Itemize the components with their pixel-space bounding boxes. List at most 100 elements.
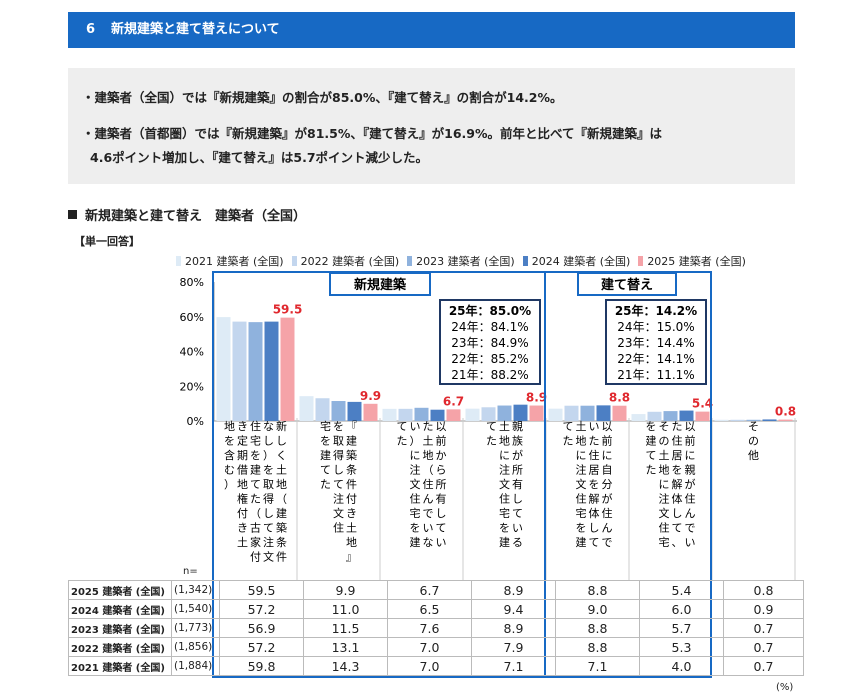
category-label-char: 住 <box>499 492 510 506</box>
bar-4-0 <box>548 408 563 421</box>
bar-1-3 <box>347 401 362 421</box>
category-label-char: 付 <box>346 493 357 506</box>
category-label-char: 文 <box>333 506 344 520</box>
category-label-char: し <box>263 507 274 520</box>
category-label-line: き定期借地権付き土 <box>237 420 248 549</box>
table-cell: 0.8 <box>723 580 804 600</box>
category-label-char: 築 <box>346 448 357 462</box>
bar-4-2 <box>580 405 595 421</box>
category-label-char: た <box>589 435 600 448</box>
category-label-char: ） <box>224 478 235 491</box>
category-label-char: を <box>250 449 261 462</box>
table-cell: 8.9 <box>471 580 556 600</box>
category-label-char: 体 <box>672 492 683 506</box>
category-label-char: し <box>333 464 344 477</box>
category-label-char: し <box>512 493 523 506</box>
category-label-line: てた <box>486 420 497 448</box>
category-label-char: に <box>410 449 421 462</box>
table-cell: 59.8 <box>219 656 304 676</box>
data-table: 2025 建築者 (全国) (1,342) 59.5 9.9 6.7 8.9 8.8 5.4 0… <box>68 580 804 676</box>
category-label-char: 付 <box>250 551 261 564</box>
category-label-char: 解 <box>672 477 683 491</box>
category-label-char: 件 <box>346 478 357 491</box>
table-row: 2022 建築者 (全国) (1,856) 57.2 13.1 7.0 7.9 8.8 5.3… <box>68 637 804 657</box>
chart-section-title: 新規建築と建て替え 建築者（全国） <box>68 205 306 224</box>
legend-item: 2022 建築者 (全国) <box>291 255 400 268</box>
category-label-char: た <box>563 435 574 448</box>
category-label-char: ん <box>685 507 696 520</box>
row-label: 2021 建築者 (全国) <box>68 656 172 676</box>
chart-title: 新規建築と建て替え 建築者（全国） <box>85 209 307 224</box>
category-label-char: 得 <box>263 493 274 506</box>
data-label-highlight: 9.9 <box>360 389 381 403</box>
legend-item: 2023 建築者 (全国) <box>407 255 515 268</box>
category-label-char: か <box>436 449 447 462</box>
category-label-char: む <box>224 464 235 477</box>
table-row: 2023 建築者 (全国) (1,773) 56.9 11.5 7.6 8.9 8.8 5.7… <box>68 618 804 638</box>
category-label-char: 文 <box>499 477 510 491</box>
category-label-char: て <box>486 420 497 433</box>
category-label-char: て <box>563 420 574 433</box>
category-label-char: で <box>602 536 613 549</box>
group-stat-line: 21年：11.1% <box>617 368 694 382</box>
table-cell: 8.9 <box>471 618 556 638</box>
category-label-char: て <box>672 522 683 535</box>
category-label-char: ら <box>436 464 447 477</box>
category-label-char: 注 <box>410 463 421 477</box>
group-stat-line: 21年：88.2% <box>451 368 528 382</box>
bar-2-4 <box>446 409 461 421</box>
summary-line-1: ・建築者（全国）では『新規建築』の割合が85.0%、『建て替え』の割合が14.2… <box>82 90 563 105</box>
table-cell: 6.5 <box>387 599 472 619</box>
legend-label: 2022 建築者 (全国) <box>300 255 400 268</box>
bar-0-0 <box>216 317 231 421</box>
table-cell: 7.1 <box>471 656 556 676</box>
category-label-char: に <box>685 449 696 462</box>
table-cell: 8.8 <box>555 618 640 638</box>
legend-swatch <box>638 256 644 266</box>
category-label-char: に <box>659 478 670 491</box>
category-label-line: 土地に注文住宅を建 <box>576 420 587 549</box>
category-label-char: し <box>589 522 600 535</box>
category-label-char: に <box>499 449 510 462</box>
category-label-char: た <box>423 420 434 433</box>
category-label-char: 地 <box>224 420 235 433</box>
legend-swatch <box>522 256 528 266</box>
category-label-char: 建 <box>499 535 510 549</box>
category-label-char: 築 <box>276 521 287 535</box>
category-label-char: （ <box>250 507 261 520</box>
category-label-char: 取 <box>333 435 344 448</box>
category-label-char: く <box>276 449 287 462</box>
summary-line-2: ・建築者（首都圏）では『新規建築』が81.5%、『建て替え』が16.9%。前年と… <box>82 126 662 141</box>
category-label-char: を <box>499 522 510 535</box>
category-label-char: そ <box>748 420 759 433</box>
category-label-char: 宅 <box>499 506 510 520</box>
table-cell: 7.0 <box>387 637 472 657</box>
category-label-char: 有 <box>436 492 447 506</box>
bar-1-2 <box>331 401 346 421</box>
category-label-char: 解 <box>589 492 600 506</box>
category-label-line: 親族が所有している <box>512 420 523 549</box>
table-cell: 11.5 <box>303 618 388 638</box>
category-label-char: 注 <box>333 492 344 506</box>
category-label-char: 文 <box>576 477 587 491</box>
category-label-char: 土 <box>576 420 587 433</box>
table-cell: 0.7 <box>723 637 804 657</box>
category-label-char: て <box>250 478 261 491</box>
category-label-char: 建 <box>646 434 657 448</box>
category-label-char: 定 <box>237 434 248 448</box>
category-label-char: い <box>410 420 421 433</box>
category-label-line: なし）を取得して注文 <box>263 420 274 564</box>
category-label-char: 住 <box>333 521 344 535</box>
category-label-char: し <box>276 435 287 448</box>
category-label-char: 住 <box>672 434 683 448</box>
category-label-char: が <box>512 448 523 462</box>
table-cell: 5.3 <box>639 637 724 657</box>
category-label-char: 『 <box>346 420 357 433</box>
category-label-char: 居 <box>589 464 600 477</box>
category-label-char: た <box>397 435 408 448</box>
category-label-char: （ <box>276 493 287 506</box>
data-label-highlight: 59.5 <box>273 303 303 317</box>
category-label-char: ん <box>602 522 613 535</box>
category-label-line: 宅を建てた <box>320 419 331 491</box>
table-cell: 6.0 <box>639 599 724 619</box>
